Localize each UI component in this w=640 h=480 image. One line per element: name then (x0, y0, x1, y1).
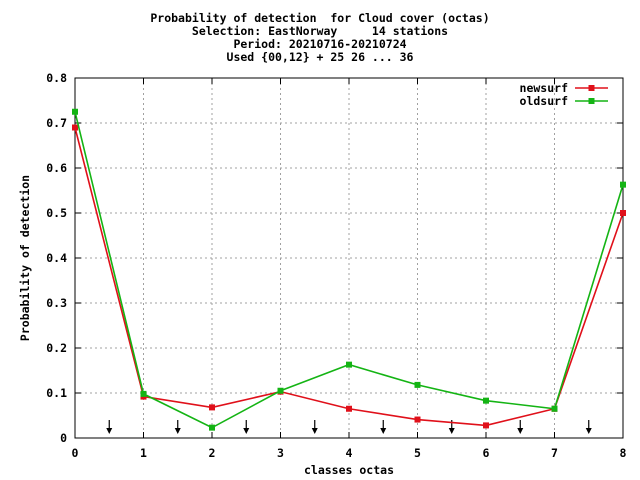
down-arrow-icon (106, 420, 113, 434)
data-point-oldsurf (346, 361, 352, 368)
data-point-newsurf (346, 405, 352, 412)
title-line-3: Period: 20210716-20210724 (233, 37, 407, 51)
y-tick-label: 0.2 (46, 341, 67, 355)
series-line-newsurf (74, 127, 624, 427)
x-tick-label: 8 (620, 446, 627, 460)
x-axis-label: classes octas (304, 463, 394, 477)
y-tick-label: 0.5 (46, 206, 67, 220)
y-axis-label: Probability of detection (18, 175, 32, 341)
x-tick-label: 0 (72, 446, 79, 460)
data-point-oldsurf (209, 424, 215, 431)
data-point-oldsurf (277, 387, 284, 394)
x-tick-label: 6 (483, 446, 490, 460)
x-tick-label: 7 (551, 446, 558, 460)
grid (75, 78, 623, 438)
data-point-oldsurf (414, 381, 421, 388)
down-arrow-icon (380, 420, 387, 434)
x-tick-label: 1 (140, 446, 147, 460)
data-point-oldsurf (551, 405, 558, 412)
arrow-head (448, 428, 455, 434)
x-tick-label: 5 (414, 446, 421, 460)
axis-ticks: 0 1 2 3 4 5 6 7 8 0 0.1 0.2 0.3 0.4 0.5 0.6 0.7 0.8 (46, 71, 626, 460)
y-tick-label: 0.4 (46, 251, 67, 265)
data-point-oldsurf (483, 397, 489, 404)
x-tick-label: 2 (209, 446, 216, 460)
down-arrow-icon (174, 420, 181, 434)
data-point-oldsurf (620, 181, 626, 188)
down-arrow-icon (517, 420, 524, 434)
data-point-newsurf (72, 124, 78, 131)
arrow-head (585, 428, 592, 434)
title-line-1: Probability of detection for Cloud cover… (150, 11, 490, 25)
arrow-head (517, 428, 524, 434)
down-arrow-icon (585, 420, 592, 434)
y-tick-label: 0.8 (46, 71, 67, 85)
arrow-head (106, 428, 113, 434)
legend-marker-oldsurf (588, 98, 595, 104)
data-point-newsurf (620, 210, 626, 216)
sample-arrows (106, 420, 592, 434)
data-point-newsurf (414, 416, 421, 423)
data-point-oldsurf (140, 390, 147, 397)
y-tick-label: 0.3 (46, 296, 67, 310)
down-arrow-icon (243, 420, 250, 434)
title-line-4: Used {00,12} + 25 26 ... 36 (226, 50, 414, 64)
data-point-newsurf (483, 422, 489, 429)
y-tick-label: 0 (60, 431, 67, 445)
arrow-head (380, 428, 387, 434)
x-tick-label: 4 (346, 446, 353, 460)
series-lines (72, 108, 626, 431)
legend-label-newsurf: newsurf (520, 81, 569, 95)
down-arrow-icon (311, 420, 318, 434)
legend-label-oldsurf: oldsurf (520, 94, 569, 108)
arrow-head (174, 428, 181, 434)
title-line-2: Selection: EastNorway 14 stations (191, 24, 449, 38)
x-tick-label: 3 (277, 446, 284, 460)
legend-marker-newsurf (588, 85, 595, 91)
y-tick-label: 0.6 (46, 161, 67, 175)
data-point-newsurf (209, 404, 215, 411)
arrow-head (243, 428, 250, 434)
y-tick-label: 0.7 (46, 116, 67, 130)
y-tick-label: 0.1 (46, 386, 67, 400)
arrow-head (311, 428, 318, 434)
data-point-oldsurf (72, 108, 78, 115)
